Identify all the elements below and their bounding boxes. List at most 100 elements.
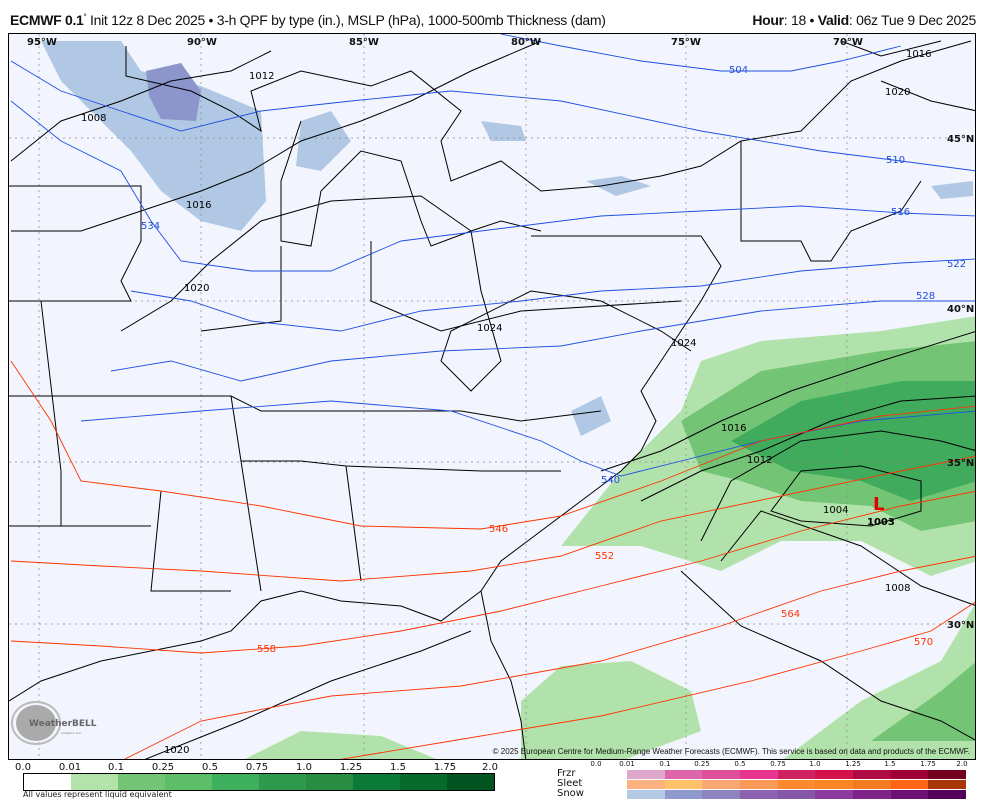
snow-heavy-area: [146, 63, 201, 121]
frzr-color-swatch: [702, 770, 741, 779]
ptype-legend-tick: 1.75: [920, 760, 936, 768]
qpf-color-swatch: [447, 774, 494, 790]
valid-value: : 06z Tue 9 Dec 2025: [848, 12, 976, 28]
rain-areas: [245, 316, 975, 759]
legend-tick: 0.5: [202, 762, 218, 773]
valid-label: Valid: [817, 12, 849, 28]
low-pressure-value: 1003: [867, 517, 895, 528]
legend-tick: 0.75: [245, 762, 269, 773]
isobar-label: 1016: [186, 200, 211, 211]
latitude-labels: 45°N 40°N 35°N 30°N: [947, 134, 974, 631]
frzr-color-swatch: [740, 770, 778, 779]
snow-color-swatch: [627, 790, 665, 799]
longitude-label: 90°W: [187, 37, 217, 48]
thickness-label: 528: [916, 291, 935, 302]
qpf-color-bar: [23, 773, 495, 791]
longitude-label: 75°W: [671, 37, 701, 48]
model-name: ECMWF 0.1: [10, 12, 84, 28]
sleet-color-swatch: [702, 780, 741, 789]
legend-tick: 0.25: [151, 762, 175, 773]
isobar-label: 1008: [885, 583, 910, 594]
ptype-legend-tick: 0.5: [734, 760, 746, 768]
low-pressure-symbol: L: [873, 494, 884, 515]
svg-text:WeatherBELL: WeatherBELL: [29, 719, 97, 729]
ptype-legend-tick: 0.75: [770, 760, 786, 768]
isobar-label: 1020: [885, 87, 910, 98]
snow-color-bar: [627, 790, 967, 799]
frzr-color-swatch: [853, 770, 891, 779]
ptype-legend-tick: 1.5: [884, 760, 896, 768]
longitude-label: 80°W: [511, 37, 541, 48]
map-description: Init 12z 8 Dec 2025 • 3-h QPF by type (i…: [86, 12, 606, 28]
sleet-color-swatch: [627, 780, 665, 789]
ptype-legend-tick: 0.1: [659, 760, 671, 768]
latitude-label: 40°N: [947, 304, 974, 315]
thickness-label: 504: [729, 65, 748, 76]
snow-color-swatch: [777, 790, 816, 799]
qpf-color-swatch: [400, 774, 447, 790]
isobar-label: 1012: [249, 71, 274, 82]
isobar-label: 1016: [721, 423, 746, 434]
isobar-label: 1004: [823, 505, 848, 516]
thickness-label: 570: [914, 637, 933, 648]
latitude-label: 35°N: [947, 458, 974, 469]
frzr-color-bar: [627, 770, 967, 779]
weather-map: 1008 1012 1016 1020 1024 1024 1016 1012 …: [8, 33, 976, 760]
sleet-label: Sleet: [557, 778, 583, 789]
legend-tick: 0.0: [15, 762, 31, 773]
hour-value: : 18 •: [783, 12, 818, 28]
qpf-color-swatch: [71, 774, 118, 790]
thickness-label: 516: [891, 207, 910, 218]
frzr-color-swatch: [664, 770, 703, 779]
ptype-legend-tick: 0.0: [590, 760, 602, 768]
longitude-labels: 95°W 90°W 85°W 80°W 75°W 70°W: [27, 37, 863, 48]
thickness-lines-warm: [10, 360, 975, 759]
sleet-color-swatch: [815, 780, 854, 789]
frzr-color-swatch: [777, 770, 816, 779]
longitude-label: 95°W: [27, 37, 57, 48]
latitude-label: 30°N: [947, 620, 974, 631]
sleet-color-swatch: [664, 780, 703, 789]
sleet-color-swatch: [777, 780, 816, 789]
isobar-label: 1024: [477, 323, 502, 334]
qpf-color-swatch: [353, 774, 400, 790]
legend-tick: 1.5: [390, 762, 406, 773]
weatherbell-logo: WeatherBELL Analytics LLC: [11, 701, 97, 745]
snow-color-swatch: [928, 790, 967, 799]
map-title: ECMWF 0.1° Init 12z 8 Dec 2025 • 3-h QPF…: [10, 12, 606, 28]
legend-tick: 1.75: [433, 762, 457, 773]
qpf-color-swatch: [212, 774, 259, 790]
thickness-label: 510: [886, 155, 905, 166]
legend-tick: 2.0: [482, 762, 498, 773]
sleet-color-swatch: [740, 780, 778, 789]
snow-color-swatch: [702, 790, 741, 799]
thickness-label: 552: [595, 551, 614, 562]
thickness-label: 522: [947, 259, 966, 270]
isobar-label: 1016: [906, 49, 931, 60]
ptype-legend-tick: 1.0: [809, 760, 821, 768]
frzr-label: Frzr: [557, 768, 576, 779]
isobar-label: 1020: [164, 745, 189, 756]
ptype-legend-tick: 0.25: [694, 760, 710, 768]
snow-color-swatch: [853, 790, 891, 799]
longitude-label: 85°W: [349, 37, 379, 48]
frzr-color-swatch: [627, 770, 665, 779]
qpf-color-swatch: [306, 774, 353, 790]
frzr-color-swatch: [928, 770, 967, 779]
coastlines-and-borders: [9, 40, 972, 759]
legend-tick: 0.01: [58, 762, 82, 773]
degree-symbol: °: [83, 12, 87, 22]
copyright-notice: © 2025 European Centre for Medium-Range …: [492, 747, 970, 756]
thickness-label: 540: [601, 475, 620, 486]
ptype-legend-tick: 1.25: [845, 760, 861, 768]
legend-note: All values represent liquid equivalent: [23, 790, 172, 799]
snow-color-swatch: [815, 790, 854, 799]
thickness-label: 564: [781, 609, 800, 620]
svg-text:Analytics LLC: Analytics LLC: [61, 731, 81, 735]
sleet-color-swatch: [928, 780, 967, 789]
sleet-color-swatch: [890, 780, 929, 789]
valid-time: Hour: 18 • Valid: 06z Tue 9 Dec 2025: [752, 12, 976, 28]
longitude-label: 70°W: [833, 37, 863, 48]
sleet-color-bar: [627, 780, 967, 789]
latitude-label: 45°N: [947, 134, 974, 145]
